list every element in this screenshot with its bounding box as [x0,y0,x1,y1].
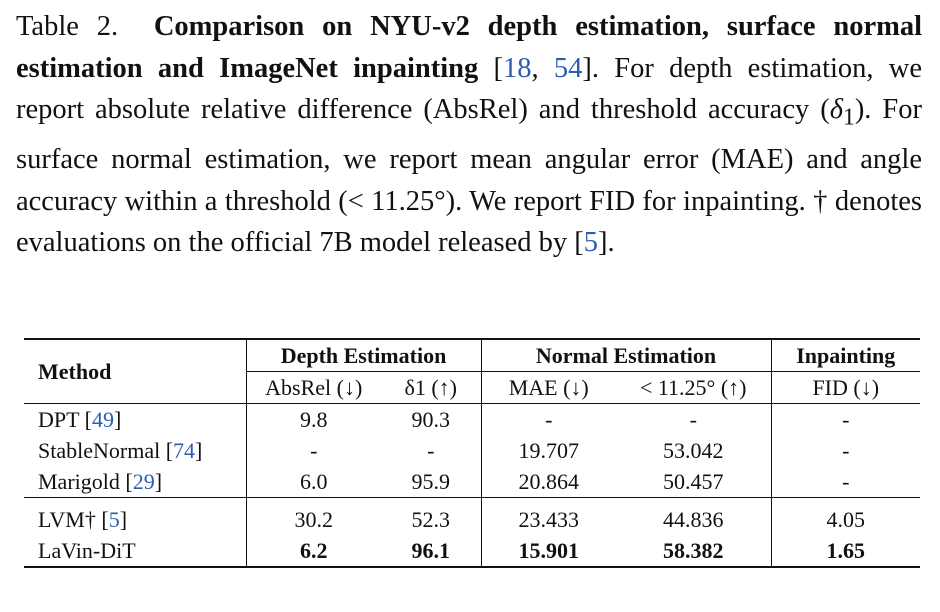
table-subheader-row: AbsRel (↓) δ1 (↑) MAE (↓) < 11.25° (↑) F… [24,371,920,404]
method-name: LaVin-DiT [38,537,136,563]
cell-delta1: 90.3 [411,406,451,432]
cell-delta1: 95.9 [411,468,451,494]
method-name: Marigold [29] [38,468,163,494]
column-header-angle: < 11.25° (↑) [639,374,747,400]
group-header-normal: Normal Estimation [480,339,771,372]
table-header-row: Method Depth Estimation Normal Estimatio… [24,339,920,384]
cell-angle: - [689,406,697,432]
citation-link[interactable]: 74 [173,437,196,463]
citation-link[interactable]: 5 [108,506,120,532]
group-header-inpainting: Inpainting [770,339,920,372]
column-header-delta1: δ1 (↑) [404,374,458,400]
cell-absrel: - [245,435,381,466]
method-name: DPT [49] [38,406,122,432]
cell-angle: 58.382 [663,537,724,563]
citation-link[interactable]: 18 [502,52,532,84]
column-header-fid: FID (↓) [770,371,920,404]
method-name: StableNormal [74] [38,437,203,463]
cell-fid: 1.65 [770,535,920,567]
table-caption: Table 2. Comparison on NYU-v2 depth esti… [16,11,923,259]
cell-absrel: 30.2 [245,497,381,535]
cell-angle: 53.042 [663,437,724,463]
citation-link[interactable]: 29 [132,468,155,494]
cell-absrel: 6.2 [245,535,381,567]
cell-mae: 15.901 [480,535,616,567]
method-name: LVM† [5] [38,506,128,532]
results-table: Method Depth Estimation Normal Estimatio… [24,338,920,568]
caption-text: ). For surface normal estimation, we rep… [16,94,922,259]
cell-mae: 20.864 [480,466,616,498]
cell-delta1: 96.1 [411,537,451,563]
cell-angle: 50.457 [663,468,724,494]
caption-title: Comparison on NYU-v2 depth estimation, s… [16,11,923,84]
citation-link[interactable]: 54 [553,52,583,84]
column-header-absrel: AbsRel (↓) [245,371,381,404]
table-row: DPT [49] 9.8 90.3 - - - [24,403,920,435]
cell-fid: - [770,403,920,435]
cell-angle: 44.836 [663,506,724,532]
cell-mae: 19.707 [480,435,616,466]
cell-absrel: 9.8 [245,403,381,435]
caption-text: For depth estimation, we report absolute… [16,52,923,126]
citation-link[interactable]: 49 [92,406,114,432]
cell-fid: - [770,466,920,498]
cell-mae: 23.433 [480,497,616,535]
cell-delta1: 52.3 [411,506,451,532]
column-header-mae: MAE (↓) [480,371,616,404]
column-header-method: Method [38,358,112,384]
table-row: LaVin-DiT 6.2 96.1 15.901 58.382 1.65 [24,535,920,567]
caption-label: Table 2. [16,11,119,42]
citation-link[interactable]: 5 [583,227,598,259]
table-row: StableNormal [74] - - 19.707 53.042 - [24,435,920,466]
cell-fid: 4.05 [770,497,920,535]
group-header-depth: Depth Estimation [245,339,481,372]
cell-delta1: - [427,437,435,463]
cell-mae: - [480,403,616,435]
table-row: LVM† [5] 30.2 52.3 23.433 44.836 4.05 [24,497,920,535]
cell-absrel: 6.0 [245,466,381,498]
cell-fid: - [770,435,920,466]
table-row: Marigold [29] 6.0 95.9 20.864 50.457 - [24,466,920,498]
